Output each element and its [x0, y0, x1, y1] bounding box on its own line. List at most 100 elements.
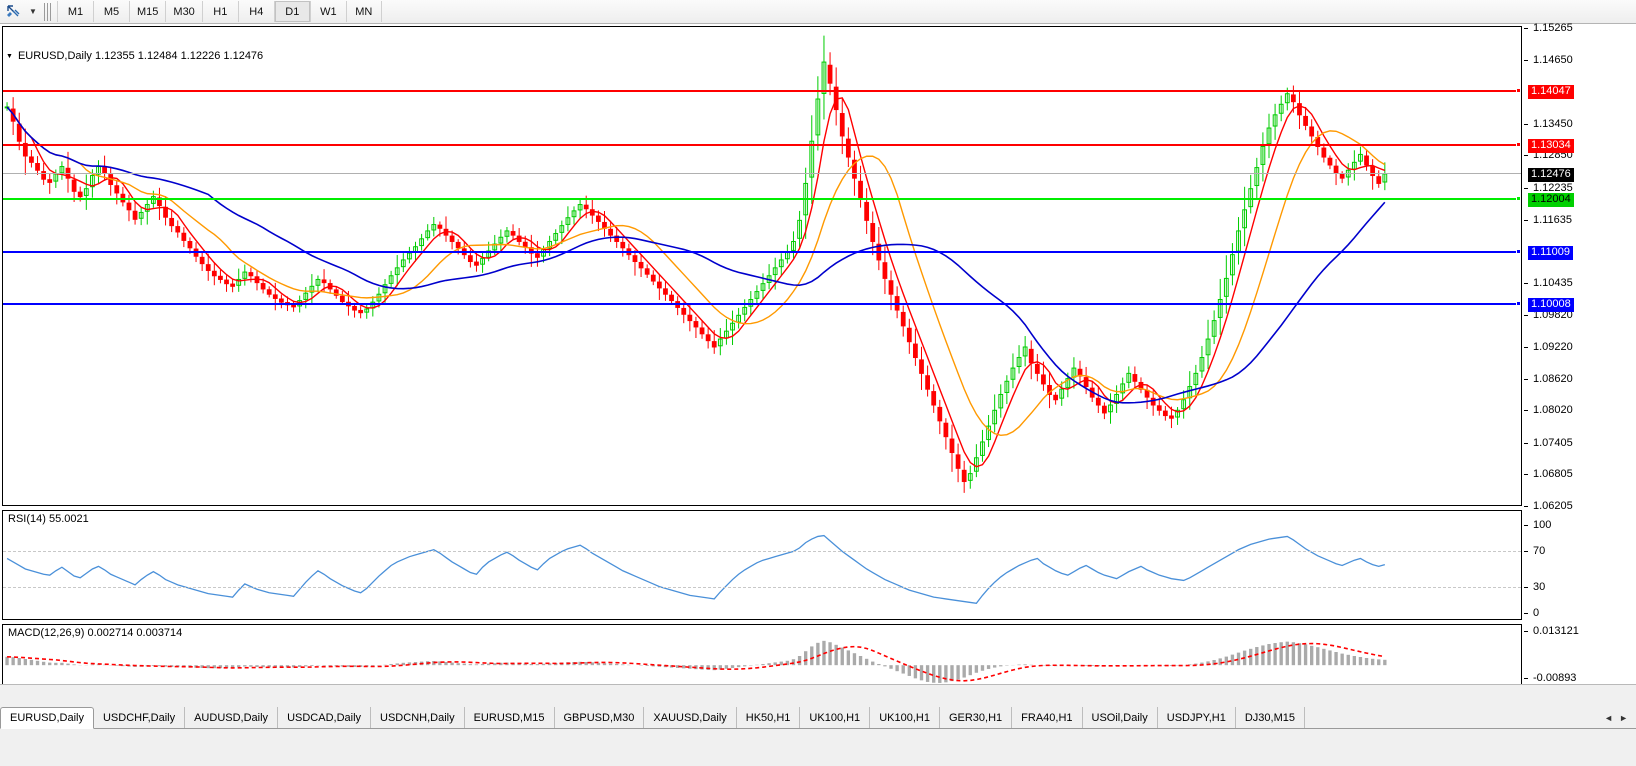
timeframe-button-m5[interactable]: M5 — [93, 1, 129, 22]
timeframe-label: MN — [355, 5, 373, 18]
timeframe-button-w1[interactable]: W1 — [309, 1, 346, 22]
chart-tab-fra40-h1[interactable]: FRA40,H1 — [1012, 707, 1083, 728]
price-axis[interactable]: 1.15265 1.14650 1.13450 1.12850 1.12235 1.116… — [1524, 22, 1636, 512]
price-axis-tick: 1.11635 — [1524, 214, 1572, 226]
chevron-down-icon[interactable]: ▼ — [29, 7, 37, 16]
chart-tab-label: USOil,Daily — [1091, 711, 1148, 724]
price-level-tag-resistance[interactable]: 1.14047 — [1528, 85, 1574, 100]
chart-tab-label: USDCNH,Daily — [380, 711, 455, 724]
tabstrip-filler — [1305, 707, 1597, 728]
chart-tab-label: UK100,H1 — [879, 711, 930, 724]
macd-pane-label: MACD(12,26,9) 0.002714 0.003714 — [8, 627, 183, 639]
price-level-tag-support[interactable]: 1.11009 — [1528, 245, 1573, 260]
chart-tab-uk100-h1[interactable]: UK100,H1 — [800, 707, 871, 728]
timeframe-button-m30[interactable]: M30 — [165, 1, 201, 22]
price-chart-pane[interactable] — [2, 26, 1522, 506]
rsi-level-line — [3, 551, 1521, 553]
chart-tab-xauusd-daily[interactable]: XAUUSD,Daily — [644, 707, 737, 728]
chart-tab-usdcnh-daily[interactable]: USDCNH,Daily — [371, 707, 465, 728]
rsi-pane-label: RSI(14) 55.0021 — [8, 513, 89, 525]
rsi-axis-tick: 30 — [1524, 581, 1545, 593]
chart-tab-dj30-m15[interactable]: DJ30,M15 — [1235, 707, 1305, 728]
rsi-level-line — [3, 586, 1521, 588]
horizontal-level-line[interactable] — [3, 248, 1521, 254]
timeframe-button-m15[interactable]: M15 — [129, 1, 165, 22]
chart-tab-label: DJ30,M15 — [1244, 711, 1295, 724]
price-axis-tick: 1.08620 — [1524, 373, 1573, 385]
price-axis-tick: 1.15265 — [1524, 22, 1573, 34]
price-level-tag-resistance[interactable]: 1.13034 — [1528, 138, 1574, 153]
timeframe-label: D1 — [285, 5, 300, 18]
chart-tab-eurusd-daily[interactable]: EURUSD,Daily — [0, 707, 94, 729]
level-line-handle[interactable] — [1516, 301, 1521, 307]
price-axis-tick: 1.07405 — [1524, 437, 1573, 449]
horizontal-level-line[interactable] — [3, 301, 1521, 307]
chart-tab-label: AUDUSD,Daily — [194, 711, 269, 724]
chart-tab-label: HK50,H1 — [745, 711, 791, 724]
chart-tab-label: GER30,H1 — [948, 711, 1003, 724]
chart-tab-usdjpy-h1[interactable]: USDJPY,H1 — [1157, 707, 1236, 728]
chart-tab-eurusd-m15[interactable]: EURUSD,M15 — [464, 707, 555, 728]
chart-tab-label: USDCAD,Daily — [287, 711, 362, 724]
timeframe-button-m1[interactable]: M1 — [57, 1, 93, 22]
tabstrip-nav: ◄ ► — [1596, 707, 1636, 728]
price-level-tag-support[interactable]: 1.12004 — [1528, 193, 1574, 208]
price-level-tag-last-price[interactable]: 1.12476 — [1528, 168, 1574, 183]
price-axis-tick: 1.13450 — [1524, 118, 1573, 130]
rsi-series-svg — [6, 534, 1386, 605]
macd-axis-tick: 0.013121 — [1524, 625, 1579, 637]
crosshair-cursor-icon[interactable] — [0, 1, 26, 23]
macd-indicator-pane[interactable]: MACD(12,26,9) 0.002714 0.003714 — [2, 624, 1522, 686]
level-line-handle[interactable] — [1516, 88, 1521, 94]
level-line-handle[interactable] — [1516, 248, 1521, 254]
triangle-down-icon[interactable]: ▼ — [6, 52, 13, 60]
timeframe-button-mn[interactable]: MN — [345, 1, 382, 22]
chevron-left-icon[interactable]: ◄ — [1604, 712, 1614, 723]
macd-axis-tick: -0.00893 — [1524, 672, 1576, 684]
horizontal-level-line[interactable] — [3, 196, 1521, 202]
price-series-svg — [4, 35, 1388, 493]
price-axis-tick: 1.06205 — [1524, 500, 1573, 512]
chart-tab-usoil-daily[interactable]: USOil,Daily — [1082, 707, 1158, 728]
chart-tab-hk50-h1[interactable]: HK50,H1 — [736, 707, 801, 728]
chart-tab-usdchf-daily[interactable]: USDCHF,Daily — [93, 707, 186, 728]
price-axis-tick: 1.08020 — [1524, 404, 1573, 416]
macd-series-svg — [5, 640, 1387, 683]
timeframe-label: M15 — [137, 5, 159, 18]
chart-tab-ger30-h1[interactable]: GER30,H1 — [939, 707, 1013, 728]
toolbar-grip[interactable] — [44, 2, 53, 21]
last-price-line[interactable] — [3, 173, 1521, 175]
chart-tab-uk100-h1[interactable]: UK100,H1 — [870, 707, 940, 728]
timeframe-button-h1[interactable]: H1 — [201, 1, 238, 22]
timeframe-label: M1 — [67, 5, 84, 18]
timeframe-button-d1[interactable]: D1 — [273, 1, 310, 22]
horizontal-level-line[interactable] — [3, 141, 1521, 147]
chart-tab-audusd-daily[interactable]: AUDUSD,Daily — [185, 707, 279, 728]
chart-area: ▼ EURUSD,Daily 1.12355 1.12484 1.12226 1… — [0, 22, 1636, 702]
chart-tab-gbpusd-m30[interactable]: GBPUSD,M30 — [554, 707, 645, 728]
price-axis-tick: 1.14650 — [1524, 54, 1573, 66]
price-axis-tick: 1.10435 — [1524, 277, 1573, 289]
chart-tabs: EURUSD,Daily USDCHF,Daily AUDUSD,Daily USDC… — [0, 707, 1636, 729]
chart-tab-usdcad-daily[interactable]: USDCAD,Daily — [278, 707, 372, 728]
timeframe-label: M30 — [173, 5, 195, 18]
horizontal-level-line[interactable] — [3, 88, 1521, 94]
price-axis-tick: 1.09220 — [1524, 341, 1573, 353]
timeframe-button-h4[interactable]: H4 — [237, 1, 274, 22]
main-toolbar: ▼ M1 M5 M15 M30 H1 H4 D1 W1 MN — [0, 0, 1636, 24]
chart-title-text: EURUSD,Daily 1.12355 1.12484 1.12226 1.1… — [17, 50, 264, 62]
chart-tab-label: USDJPY,H1 — [1166, 711, 1226, 724]
chart-tab-label: UK100,H1 — [809, 711, 861, 724]
price-axis-tick: 1.06805 — [1524, 468, 1573, 480]
level-line-handle[interactable] — [1516, 196, 1521, 202]
timeframe-label: H4 — [249, 5, 264, 18]
macd-axis: 0.013121 -0.00893 — [1524, 624, 1636, 686]
chevron-right-icon[interactable]: ► — [1619, 712, 1628, 723]
rsi-indicator-pane[interactable]: RSI(14) 55.0021 — [2, 510, 1522, 620]
price-level-tag-support[interactable]: 1.10008 — [1528, 298, 1574, 313]
chart-title: ▼ EURUSD,Daily 1.12355 1.12484 1.12226 1… — [6, 50, 263, 62]
chart-tab-label: USDCHF,Daily — [102, 711, 176, 724]
chart-tab-label: EURUSD,M15 — [473, 711, 545, 724]
level-line-handle[interactable] — [1516, 141, 1521, 147]
rsi-axis-tick: 0 — [1524, 607, 1539, 619]
